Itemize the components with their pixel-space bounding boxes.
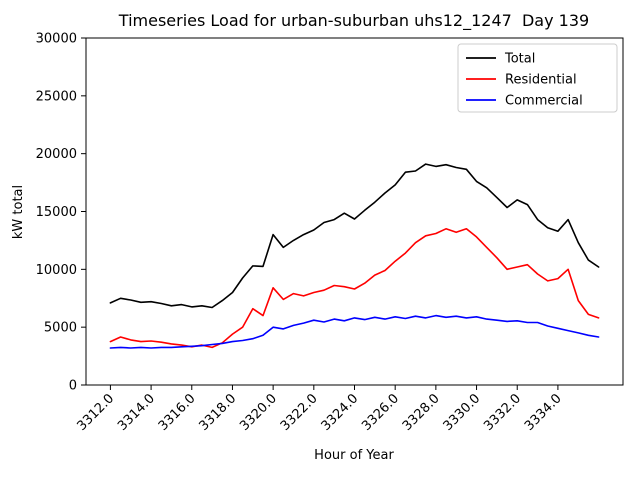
legend: Total Residential Commercial <box>457 43 618 113</box>
y-tick-label: 30000 <box>36 32 77 47</box>
series-line-commercial <box>109 314 600 349</box>
y-tick-label: 20000 <box>36 147 77 162</box>
series-line-residential <box>109 228 600 349</box>
x-axis-label: Hour of Year <box>314 448 394 463</box>
x-tick-label: 3332.0 <box>481 391 524 434</box>
series-line-total <box>109 163 600 309</box>
legend-label-total: Total <box>504 52 535 67</box>
legend-label-residential: Residential <box>505 73 577 88</box>
x-tick-label: 3312.0 <box>74 391 117 434</box>
x-tick-label: 3314.0 <box>115 391 158 434</box>
y-tick-label: 25000 <box>36 89 77 104</box>
y-tick-label: 10000 <box>36 263 77 278</box>
y-tick-label: 15000 <box>36 205 77 220</box>
legend-frame <box>457 43 618 113</box>
x-tick-label: 3334.0 <box>522 391 565 434</box>
y-tick-label: 0 <box>69 379 77 394</box>
x-tick-label: 3326.0 <box>359 391 402 434</box>
x-tick-label: 3316.0 <box>156 391 199 434</box>
x-tick-label: 3330.0 <box>441 391 484 434</box>
y-tick-label: 5000 <box>44 321 77 336</box>
x-tick-label: 3324.0 <box>319 391 362 434</box>
x-tick-label: 3322.0 <box>278 391 321 434</box>
y-axis-label: kW total <box>11 185 26 239</box>
x-tick-label: 3318.0 <box>197 391 240 434</box>
legend-label-commercial: Commercial <box>505 94 583 109</box>
x-tick-label: 3328.0 <box>400 391 443 434</box>
x-tick-label: 3320.0 <box>237 391 280 434</box>
chart-title: Timeseries Load for urban-suburban uhs12… <box>118 11 589 31</box>
